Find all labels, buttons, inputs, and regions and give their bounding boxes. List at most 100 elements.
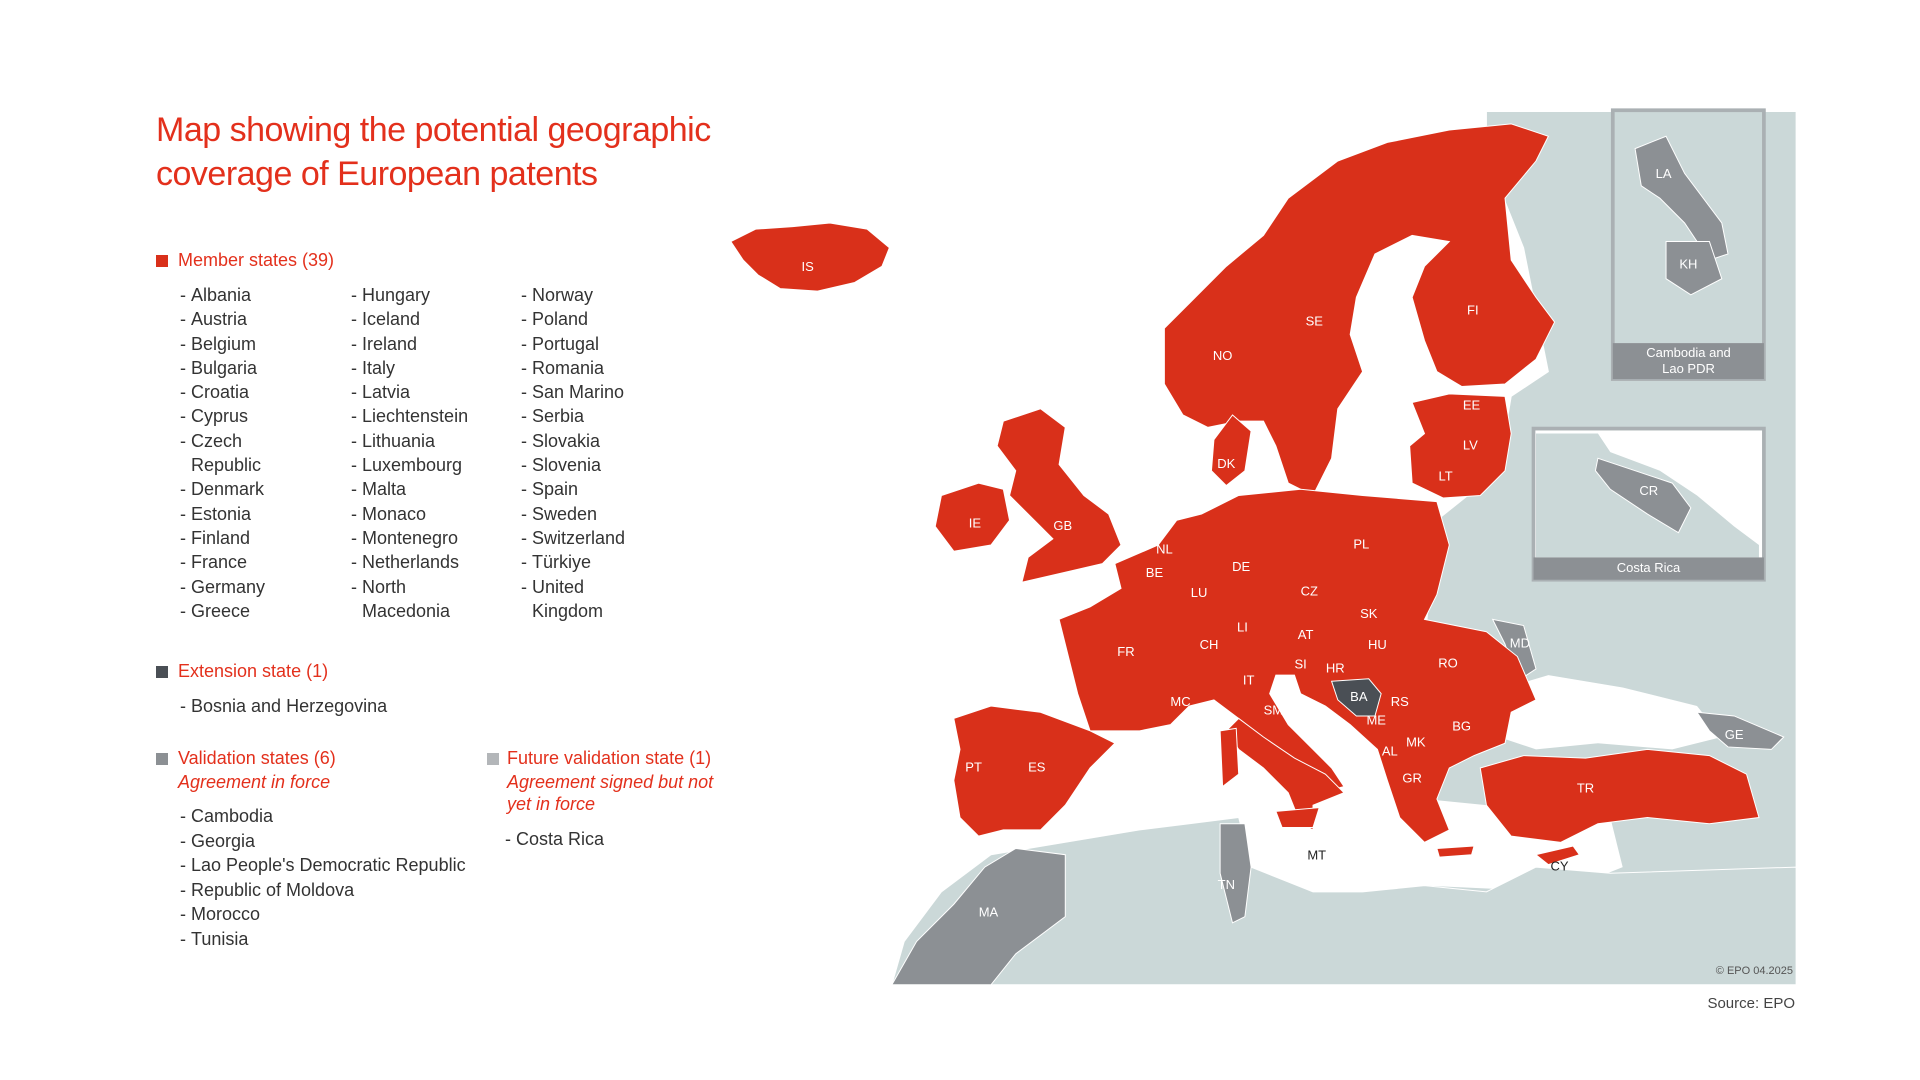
- country-label: MT: [1307, 847, 1326, 862]
- country-label: SK: [1360, 606, 1378, 621]
- inset-cambodia-lao: [1613, 110, 1764, 379]
- country-label: CY: [1550, 859, 1568, 874]
- country-label: FI: [1467, 302, 1479, 317]
- sardinia: [1220, 728, 1239, 786]
- list-item: Montenegro: [351, 526, 479, 550]
- country-label: SE: [1306, 313, 1324, 328]
- country-label: GR: [1402, 771, 1422, 786]
- list-item: Estonia: [180, 502, 286, 526]
- country-label: IE: [969, 515, 982, 530]
- list-item: Germany: [180, 575, 286, 599]
- country-label: EE: [1463, 398, 1481, 413]
- legend-heading: Validation states (6): [178, 748, 336, 769]
- member-list: NorwayPolandPortugalRomaniaSan MarinoSer…: [521, 283, 639, 623]
- country-label: KH: [1679, 257, 1697, 272]
- country-label: GB: [1053, 518, 1072, 533]
- list-item: Bosnia and Herzegovina: [180, 694, 387, 718]
- country-label: SI: [1294, 657, 1306, 672]
- country-label: SM: [1264, 702, 1283, 717]
- list-item: Belgium: [180, 332, 286, 356]
- country-label: PT: [965, 759, 982, 774]
- legend-swatch: [156, 255, 168, 267]
- country-label: AT: [1298, 627, 1314, 642]
- list-item: Tunisia: [180, 927, 466, 952]
- list-item: Serbia: [521, 404, 639, 428]
- credit: © EPO 04.2025: [1703, 965, 1793, 977]
- legend-swatch: [487, 753, 499, 765]
- list-item: Slovenia: [521, 453, 639, 477]
- list-item: Costa Rica: [505, 827, 604, 851]
- country-label: DE: [1232, 559, 1250, 574]
- list-item: Poland: [521, 307, 639, 331]
- country-label: ES: [1028, 759, 1046, 774]
- country-label: AL: [1382, 743, 1398, 758]
- sicily: [1276, 808, 1319, 828]
- extension-list: Bosnia and Herzegovina: [180, 694, 387, 718]
- list-item: Croatia: [180, 380, 286, 404]
- list-item: Iceland: [351, 307, 479, 331]
- list-item: Italy: [351, 356, 479, 380]
- country-label: RO: [1438, 655, 1458, 670]
- legend-subheading: Agreement signed but not yet in force: [507, 771, 732, 815]
- title: Map showing the potential geographic cov…: [156, 108, 766, 196]
- list-item: Ireland: [351, 332, 479, 356]
- country-label: MC: [1170, 694, 1190, 709]
- country-label: BA: [1350, 689, 1368, 704]
- member-list: HungaryIcelandIrelandItalyLatviaLiechten…: [351, 283, 479, 623]
- country-label: LT: [1438, 468, 1452, 483]
- list-item: Bulgaria: [180, 356, 286, 380]
- country-label: BG: [1452, 719, 1471, 734]
- country-label: NL: [1156, 541, 1173, 556]
- great-britain: [997, 409, 1121, 582]
- list-item: Luxembourg: [351, 453, 479, 477]
- list-item: San Marino: [521, 380, 639, 404]
- inset-caption: Costa Rica: [1533, 557, 1764, 579]
- country-label: DK: [1217, 456, 1235, 471]
- country-label: PL: [1353, 536, 1369, 551]
- list-item: Morocco: [180, 902, 466, 927]
- list-item: Lao People's Democratic Republic: [180, 853, 466, 878]
- country-label: LA: [1656, 166, 1672, 181]
- list-item: Romania: [521, 356, 639, 380]
- country-label: LU: [1191, 585, 1208, 600]
- iceland: [731, 223, 890, 291]
- future-validation-list: Costa Rica: [505, 827, 604, 851]
- country-label: TR: [1577, 780, 1594, 795]
- list-item: Monaco: [351, 502, 479, 526]
- list-item: Greece: [180, 599, 286, 623]
- list-item: Czech Republic: [180, 429, 286, 478]
- list-item: Republic of Moldova: [180, 878, 466, 903]
- country-label: GE: [1725, 727, 1744, 742]
- validation-list: CambodiaGeorgiaLao People's Democratic R…: [180, 804, 466, 952]
- country-label: CZ: [1301, 584, 1318, 599]
- source: Source: EPO: [1600, 995, 1795, 1012]
- list-item: Spain: [521, 477, 639, 501]
- list-item: Georgia: [180, 829, 466, 854]
- list-item: Latvia: [351, 380, 479, 404]
- country-label: LI: [1237, 619, 1248, 634]
- country-label: IT: [1243, 673, 1255, 688]
- list-item: Sweden: [521, 502, 639, 526]
- list-item: United Kingdom: [521, 575, 639, 624]
- country-label: TN: [1218, 877, 1235, 892]
- list-item: Cyprus: [180, 404, 286, 428]
- list-item: Albania: [180, 283, 286, 307]
- country-label: MA: [979, 904, 999, 919]
- list-item: Türkiye: [521, 550, 639, 574]
- country-label: NO: [1213, 348, 1233, 363]
- country-label: RS: [1391, 694, 1409, 709]
- list-item: Cambodia: [180, 804, 466, 829]
- country-label: CR: [1639, 483, 1658, 498]
- legend-swatch: [156, 666, 168, 678]
- country-label: HU: [1368, 637, 1387, 652]
- legend-swatch: [156, 753, 168, 765]
- inset-caption: Cambodia and Lao PDR: [1613, 343, 1764, 379]
- legend-subheading: Agreement in force: [178, 771, 330, 793]
- country-label: MD: [1510, 636, 1530, 651]
- map-body: ISNOSEFIEELVLTDKIEGBNLBELUDEPLCZSKFRCHLI…: [731, 110, 1796, 985]
- country-label: MK: [1406, 735, 1426, 750]
- country-label: HR: [1326, 660, 1345, 675]
- list-item: Malta: [351, 477, 479, 501]
- list-item: North Macedonia: [351, 575, 479, 624]
